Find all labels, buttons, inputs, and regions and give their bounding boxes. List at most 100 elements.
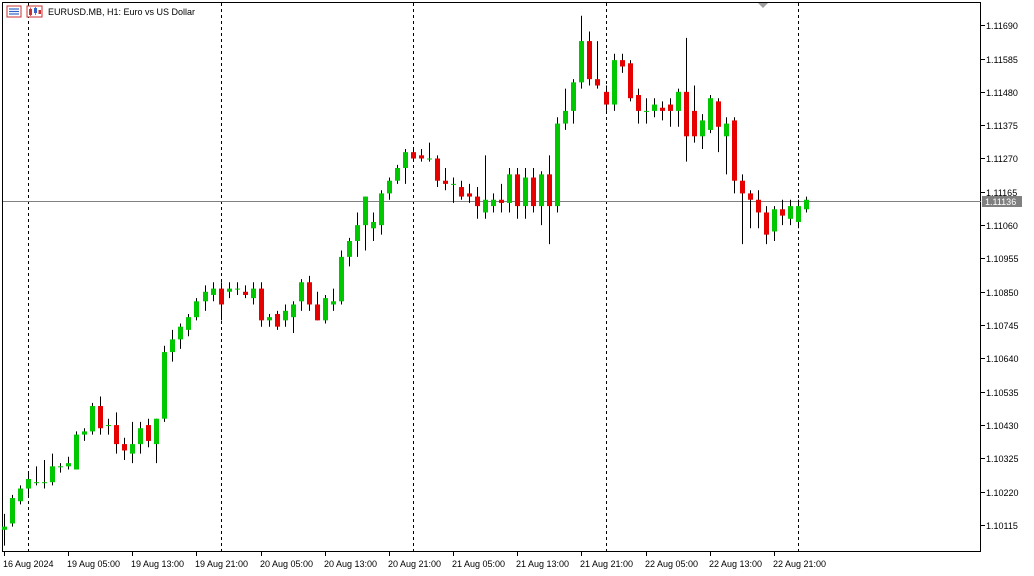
- candle: [267, 313, 272, 327]
- candle: [315, 291, 320, 321]
- candle: [539, 171, 544, 226]
- candle: [620, 53, 625, 73]
- candle-body: [194, 301, 199, 318]
- candle: [307, 275, 312, 311]
- candle-body: [644, 110, 649, 112]
- candle: [571, 79, 576, 124]
- candle: [194, 298, 199, 321]
- candle-body: [435, 158, 440, 181]
- candle: [804, 196, 809, 213]
- candle-body: [788, 206, 793, 219]
- candle: [756, 190, 761, 229]
- candle: [547, 155, 552, 245]
- candle: [716, 98, 721, 153]
- candle: [170, 329, 175, 362]
- candle-body: [10, 498, 15, 524]
- price-tick-label: 1.10745: [986, 321, 1019, 331]
- candle-body: [620, 60, 625, 67]
- candle-body: [307, 282, 312, 305]
- plot-frame: [2, 2, 981, 552]
- candle: [796, 199, 801, 229]
- candle: [42, 459, 47, 489]
- candle-body: [339, 256, 344, 302]
- price-tick-label: 1.11690: [986, 21, 1018, 31]
- candle-body: [267, 317, 272, 321]
- candle-body: [146, 425, 151, 441]
- candle: [331, 288, 336, 311]
- candle: [379, 190, 384, 235]
- candle-body: [395, 168, 400, 181]
- candle: [652, 98, 657, 118]
- price-tick-label: 1.10955: [986, 254, 1019, 264]
- candle-body: [595, 79, 600, 86]
- candle: [355, 212, 360, 257]
- chart-menu-icon[interactable]: [6, 5, 22, 18]
- candle-body: [243, 291, 248, 295]
- price-tick-label: 1.11375: [986, 121, 1018, 131]
- candle: [291, 301, 296, 334]
- candle: [203, 285, 208, 311]
- candle: [339, 250, 344, 305]
- candle-body: [772, 209, 777, 232]
- price-tick-label: 1.10535: [986, 388, 1019, 398]
- candle: [475, 187, 480, 219]
- candle: [243, 285, 248, 299]
- candle: [90, 402, 95, 435]
- candle: [700, 114, 705, 149]
- candle-body: [523, 177, 528, 207]
- candle-body: [403, 152, 408, 169]
- candle: [660, 101, 665, 121]
- candle: [2, 513, 7, 546]
- candle-body: [363, 196, 368, 226]
- candle: [371, 212, 376, 242]
- chart-shift-marker-icon[interactable]: [758, 3, 768, 8]
- candle-body: [467, 193, 472, 197]
- candle: [443, 168, 448, 191]
- candle-body: [692, 110, 697, 137]
- time-tick-label: 20 Aug 05:00: [260, 559, 313, 569]
- candle: [387, 177, 392, 200]
- candle-body: [90, 406, 95, 432]
- candle-body: [323, 298, 328, 321]
- candle: [467, 183, 472, 203]
- candle-body: [756, 199, 761, 213]
- candle-body: [315, 304, 320, 321]
- candle-body: [724, 123, 729, 137]
- candle-body: [419, 155, 424, 159]
- price-tick-label: 1.10220: [986, 488, 1019, 498]
- candle: [692, 85, 697, 143]
- candle-body: [251, 288, 256, 299]
- candle: [146, 418, 151, 448]
- candle-body: [387, 180, 392, 194]
- chart-type-icon[interactable]: [26, 5, 43, 18]
- time-tick-label: 20 Aug 21:00: [388, 559, 441, 569]
- candle-body: [98, 406, 103, 429]
- candle: [74, 431, 79, 470]
- candle-body: [283, 310, 288, 321]
- price-tick-label: 1.11060: [986, 221, 1018, 231]
- candle: [724, 117, 729, 175]
- candle-body: [138, 428, 143, 445]
- chart-title: EURUSD.MB, H1: Euro vs US Dollar: [48, 7, 195, 17]
- time-tick-label: 22 Aug 21:00: [773, 559, 826, 569]
- candles: [2, 15, 809, 546]
- candle-body: [26, 479, 31, 489]
- candle: [740, 174, 745, 245]
- candle-body: [291, 304, 296, 318]
- candle: [523, 168, 528, 219]
- candle-body: [579, 41, 584, 83]
- candle-body: [18, 488, 23, 502]
- price-tick-label: 1.10325: [986, 454, 1019, 464]
- candle: [211, 282, 216, 302]
- candle-body: [700, 120, 705, 137]
- candle-body: [732, 120, 737, 181]
- candle-body: [275, 313, 280, 327]
- candle-body: [612, 60, 617, 105]
- candle-body: [203, 291, 208, 302]
- candle: [780, 199, 785, 226]
- candle-body: [211, 288, 216, 295]
- candle-body: [491, 199, 496, 207]
